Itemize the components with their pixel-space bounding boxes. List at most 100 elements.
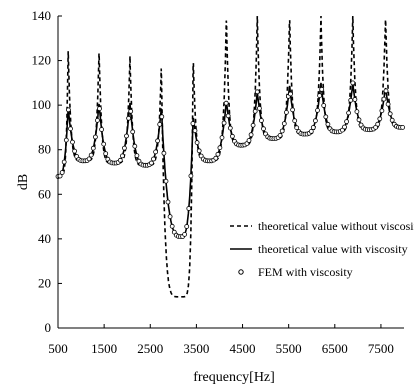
fem-point	[217, 145, 223, 151]
fem-point	[261, 126, 266, 132]
fem-point	[290, 107, 296, 113]
y-tick-label: 60	[38, 186, 51, 201]
fem-point	[167, 214, 173, 220]
fem-point	[310, 125, 316, 130]
tick-labels: 0 20 40 60 80 100 120 140 500 1500 2500 3500 4500 550…	[32, 8, 394, 356]
x-tick-label: 500	[48, 341, 68, 356]
fem-point	[379, 108, 385, 114]
x-tick-label: 4500	[230, 341, 256, 356]
fem-point	[325, 121, 331, 127]
fem-point	[184, 224, 190, 229]
x-tick-label: 2500	[137, 341, 163, 356]
fem-point	[169, 223, 175, 229]
fem-point	[190, 121, 196, 126]
legend-swatch-fem	[238, 269, 244, 275]
fem-point	[346, 110, 352, 116]
fem-point	[227, 125, 233, 131]
legend: theoretical value without viscosity theo…	[230, 219, 414, 279]
legend-label-fem: FEM with viscosity	[258, 265, 353, 279]
fem-point	[352, 97, 358, 102]
fem-point	[219, 135, 225, 141]
fem-point	[281, 121, 287, 126]
fem-point	[288, 91, 293, 97]
fem-point	[317, 93, 323, 98]
fem-point	[323, 114, 329, 120]
fem-point	[356, 117, 362, 123]
fem-point	[66, 107, 71, 113]
fem-point	[130, 129, 136, 135]
fem-point	[254, 89, 260, 95]
x-tick-label: 1500	[91, 341, 117, 356]
fem-point	[128, 108, 134, 114]
fem-point	[256, 106, 262, 111]
y-tick-label: 40	[38, 231, 51, 246]
y-tick-label: 20	[38, 275, 51, 290]
fem-point	[93, 134, 98, 140]
fem-point	[155, 138, 161, 144]
fem-point	[213, 155, 219, 161]
fem-point	[221, 120, 227, 126]
fem-point	[383, 88, 389, 94]
fem-point	[321, 103, 327, 108]
fem-point	[377, 116, 383, 122]
y-tick-label: 100	[32, 97, 52, 112]
y-tick-label: 140	[32, 8, 52, 23]
fem-point	[258, 118, 264, 123]
fem-point	[381, 96, 387, 102]
fem-point	[120, 153, 125, 159]
fem-point	[373, 125, 379, 130]
x-tick-label: 7500	[368, 341, 394, 356]
x-tick-label: 3500	[183, 341, 209, 356]
fem-point	[354, 109, 360, 114]
fem-point	[350, 80, 356, 86]
y-tick-label: 0	[45, 320, 52, 335]
fem-point	[86, 156, 92, 162]
fem-point	[342, 124, 347, 130]
fem-point	[344, 119, 350, 124]
axes	[57, 15, 404, 329]
fem-point	[163, 178, 169, 184]
fem-point	[159, 114, 165, 120]
fem-point	[229, 133, 235, 139]
y-tick-label: 120	[32, 53, 52, 68]
fem-point	[387, 111, 393, 117]
fem-point	[223, 100, 229, 106]
fem-point	[95, 118, 100, 123]
fem-point	[132, 143, 138, 149]
fem-point	[319, 87, 325, 92]
fem-point	[215, 151, 221, 157]
fem-point	[182, 231, 188, 237]
fem-point	[283, 110, 289, 115]
fem-point	[70, 139, 75, 145]
fem-point	[126, 115, 132, 121]
fem-point	[312, 118, 318, 124]
y-axis-label: dB	[16, 174, 31, 190]
fem-point	[279, 128, 285, 134]
fem-point	[389, 117, 395, 123]
x-axis-label: frequency[Hz]	[193, 370, 275, 385]
fem-point	[315, 108, 320, 113]
fem-point	[348, 97, 354, 103]
fem-point	[292, 118, 298, 124]
fem-point	[161, 150, 167, 156]
fem-point	[400, 125, 406, 130]
fem-point	[122, 145, 127, 151]
fem-point	[151, 156, 156, 162]
fem-point	[59, 170, 65, 175]
fem-point	[252, 108, 258, 114]
fem-point	[61, 159, 67, 165]
fem-point	[225, 113, 231, 119]
legend-label-without-viscosity: theoretical value without viscosity	[258, 219, 414, 233]
legend-label-with-viscosity: theoretical value with viscosity	[258, 242, 408, 256]
fem-point	[188, 173, 194, 179]
fem-point	[375, 121, 381, 127]
fem-point	[157, 122, 163, 127]
fem-point	[186, 206, 192, 211]
fem-point	[124, 133, 129, 139]
fem-point	[277, 132, 283, 138]
fem-point	[308, 128, 314, 134]
fem-point	[153, 149, 159, 155]
fem-point	[63, 137, 69, 143]
fem-point	[192, 128, 198, 134]
